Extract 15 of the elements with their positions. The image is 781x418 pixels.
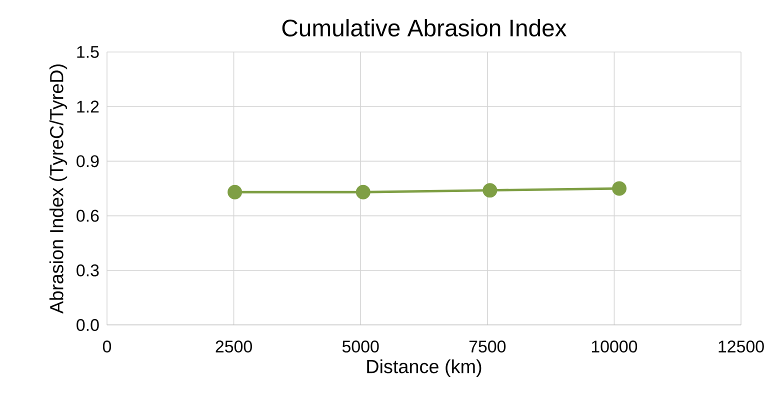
x-tick-label: 10000 — [592, 340, 638, 353]
y-tick-label: 1.2 — [77, 100, 99, 113]
y-tick-label: 0.3 — [76, 264, 99, 276]
chart-title: Cumulative Abrasion Index — [282, 18, 567, 36]
y-tick-label: 0.6 — [76, 210, 99, 222]
x-tick-label: 2500 — [216, 340, 252, 353]
x-tick-label: 5000 — [342, 340, 379, 353]
y-tick-label: 0.9 — [76, 155, 99, 168]
y-tick-label: 0.0 — [76, 319, 99, 331]
x-axis-title: Distance (km) — [367, 359, 482, 377]
x-tick-label: 7500 — [469, 340, 506, 353]
x-tick-label: 12500 — [718, 340, 764, 353]
y-axis-title: Abrasion Index (TyreC/TyreD) — [49, 64, 68, 314]
x-tick-label: 0 — [102, 340, 112, 353]
y-tick-label: 1.5 — [77, 46, 99, 58]
